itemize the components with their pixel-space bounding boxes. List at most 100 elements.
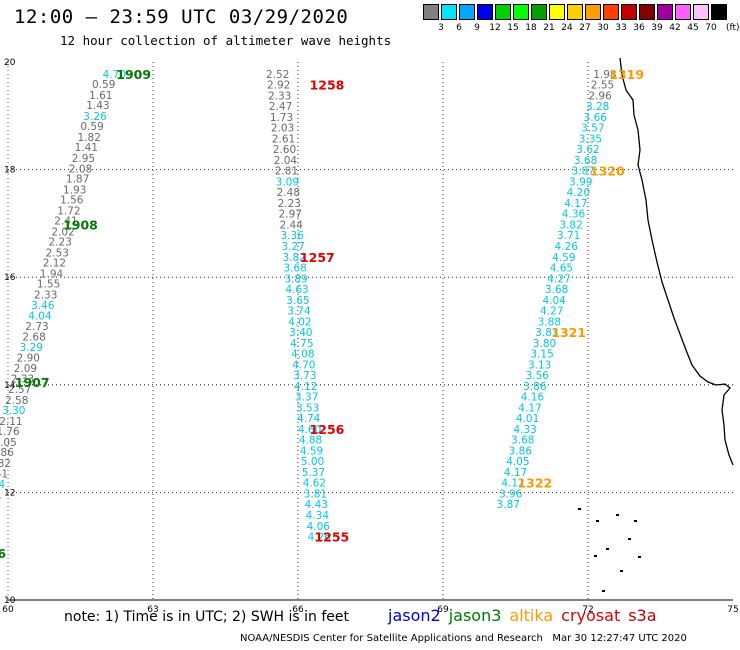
data-point-altika: 4.05 — [506, 456, 529, 468]
colorbar-swatch — [603, 4, 619, 20]
y-tick-label: 14 — [4, 381, 16, 391]
data-point-jason3: 1.93 — [63, 185, 86, 197]
data-point-altika: 4.27 — [547, 273, 570, 285]
data-point-jason3: 1.94 — [40, 268, 64, 280]
data-point-cryosat: 4.08 — [291, 349, 314, 361]
time-label-cryosat: 1258 — [310, 78, 345, 93]
data-point-cryosat: 4.06 — [307, 521, 331, 533]
island-mark — [620, 570, 623, 572]
data-point-cryosat: 3.27 — [281, 241, 304, 253]
colorbar-swatch — [585, 4, 601, 20]
data-point-cryosat: 4.70 — [292, 359, 315, 371]
data-point-cryosat: 4.75 — [290, 338, 313, 350]
x-tick-label: 63 — [147, 605, 158, 615]
data-point-altika: 3.68 — [545, 284, 568, 296]
data-point-jason3: 1.43 — [86, 100, 109, 112]
y-tick-label: 12 — [4, 488, 15, 498]
colorbar-label: 39 — [651, 23, 663, 33]
data-point-altika: 3.62 — [576, 144, 599, 156]
data-point-altika: 4.36 — [562, 209, 586, 221]
data-point-altika: 3.87 — [571, 166, 594, 178]
data-point-jason3: 2.57 — [8, 384, 31, 396]
time-label-altika: 1321 — [551, 325, 586, 340]
data-point-jason3: 2.86 — [0, 447, 14, 459]
colorbar-label: 12 — [489, 23, 501, 33]
data-point-altika: 2.96 — [588, 90, 612, 102]
data-point-jason3: 2.82 — [0, 458, 11, 470]
colorbar-unit: (ft) — [726, 23, 740, 33]
data-point-altika: 3.68 — [574, 155, 597, 167]
time-label-altika: 1320 — [590, 164, 625, 179]
data-point-cryosat: 2.81 — [275, 166, 298, 178]
colorbar-swatch — [459, 4, 475, 20]
data-point-altika: 3.83 — [535, 327, 558, 339]
x-tick-label: 66 — [292, 605, 304, 615]
data-point-cryosat: 3.37 — [295, 392, 318, 404]
colorbar-label: 18 — [525, 23, 537, 33]
data-point-jason3: 2.68 — [22, 331, 45, 343]
data-point-altika: 3.56 — [526, 370, 550, 382]
data-point-cryosat: 3.74 — [287, 306, 311, 318]
colorbar-label: 30 — [597, 23, 609, 33]
data-point-altika: 4.59 — [552, 252, 575, 264]
colorbar-swatch — [621, 4, 637, 20]
data-point-cryosat: 4.43 — [305, 499, 328, 511]
data-point-cryosat: 3.40 — [289, 327, 312, 339]
data-point-altika: 4.26 — [555, 241, 579, 253]
data-point-altika: 3.13 — [528, 359, 551, 371]
time-label-cryosat: 1256 — [310, 422, 345, 437]
data-point-altika: 3.86 — [509, 445, 533, 457]
data-point-altika: 3.88 — [538, 316, 561, 328]
x-tick-label: 72 — [582, 605, 593, 615]
data-point-jason3: 2.53 — [46, 247, 69, 259]
chart-subtitle: 12 hour collection of altimeter wave hei… — [60, 33, 392, 48]
data-point-altika: 3.86 — [523, 381, 547, 393]
colorbar-label: 3 — [438, 23, 444, 33]
y-tick-label: 20 — [4, 58, 16, 68]
data-point-jason3: 1.76 — [0, 426, 20, 438]
data-point-altika: 4.04 — [542, 295, 566, 307]
data-point-cryosat: 2.44 — [280, 219, 304, 231]
data-point-jason3: 1.55 — [37, 279, 60, 291]
data-point-altika: 4.01 — [516, 413, 539, 425]
island-mark — [634, 520, 637, 522]
time-label-jason3: 1909 — [116, 67, 151, 82]
data-point-cryosat: 3.81 — [304, 488, 327, 500]
data-point-altika: 3.82 — [559, 219, 582, 231]
legend-item-jason2: jason2 — [388, 606, 441, 625]
data-point-cryosat: 4.60 — [298, 424, 321, 436]
data-point-cryosat: 4.26 — [308, 532, 332, 544]
colorbar-swatch — [549, 4, 565, 20]
colorbar-swatch — [495, 4, 511, 20]
data-point-jason3: 2.41 — [54, 216, 77, 228]
colorbar-label: 9 — [474, 23, 480, 33]
time-label-jason3: 1907 — [15, 375, 50, 390]
data-point-altika: 4.20 — [567, 187, 590, 199]
colorbar-swatch — [657, 4, 673, 20]
data-point-jason3: 1.82 — [78, 132, 101, 144]
data-point-jason3: 2.05 — [0, 437, 17, 449]
island-mark — [578, 508, 581, 510]
island-mark — [602, 590, 605, 592]
data-point-cryosat: 4.63 — [285, 284, 308, 296]
data-point-altika: 3.71 — [557, 230, 580, 242]
data-point-jason3: 3.51 — [0, 490, 2, 502]
data-point-cryosat: 4.74 — [297, 413, 321, 425]
data-point-altika: 2.55 — [591, 80, 614, 92]
colorbar-label: 33 — [615, 23, 627, 33]
colorbar-label: 6 — [456, 23, 462, 33]
island-mark — [628, 538, 631, 540]
data-point-jason3: 2.33 — [34, 289, 57, 301]
data-point-cryosat: 2.97 — [279, 209, 302, 221]
colorbar-label: 21 — [543, 23, 555, 33]
data-point-altika: 3.96 — [499, 488, 523, 500]
time-label-jason3: 1908 — [63, 217, 98, 232]
data-point-cryosat: 2.47 — [269, 101, 292, 113]
legend-item-jason3: jason3 — [448, 606, 502, 625]
data-point-cryosat: 4.59 — [300, 445, 323, 457]
colorbar-label: 70 — [705, 23, 717, 33]
data-point-jason3: 2.09 — [14, 363, 37, 375]
data-point-cryosat: 3.53 — [296, 402, 319, 414]
data-point-cryosat: 1.73 — [270, 112, 293, 124]
